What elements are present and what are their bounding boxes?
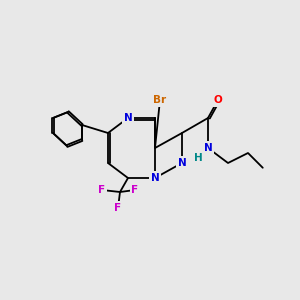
- Text: H: H: [194, 153, 202, 163]
- Text: F: F: [114, 203, 122, 213]
- Text: N: N: [151, 173, 159, 183]
- Text: N: N: [178, 158, 186, 168]
- Text: F: F: [98, 185, 106, 195]
- Text: O: O: [214, 95, 222, 105]
- Text: N: N: [124, 113, 132, 123]
- Text: Br: Br: [153, 95, 167, 105]
- Text: N: N: [204, 143, 212, 153]
- Text: F: F: [131, 185, 139, 195]
